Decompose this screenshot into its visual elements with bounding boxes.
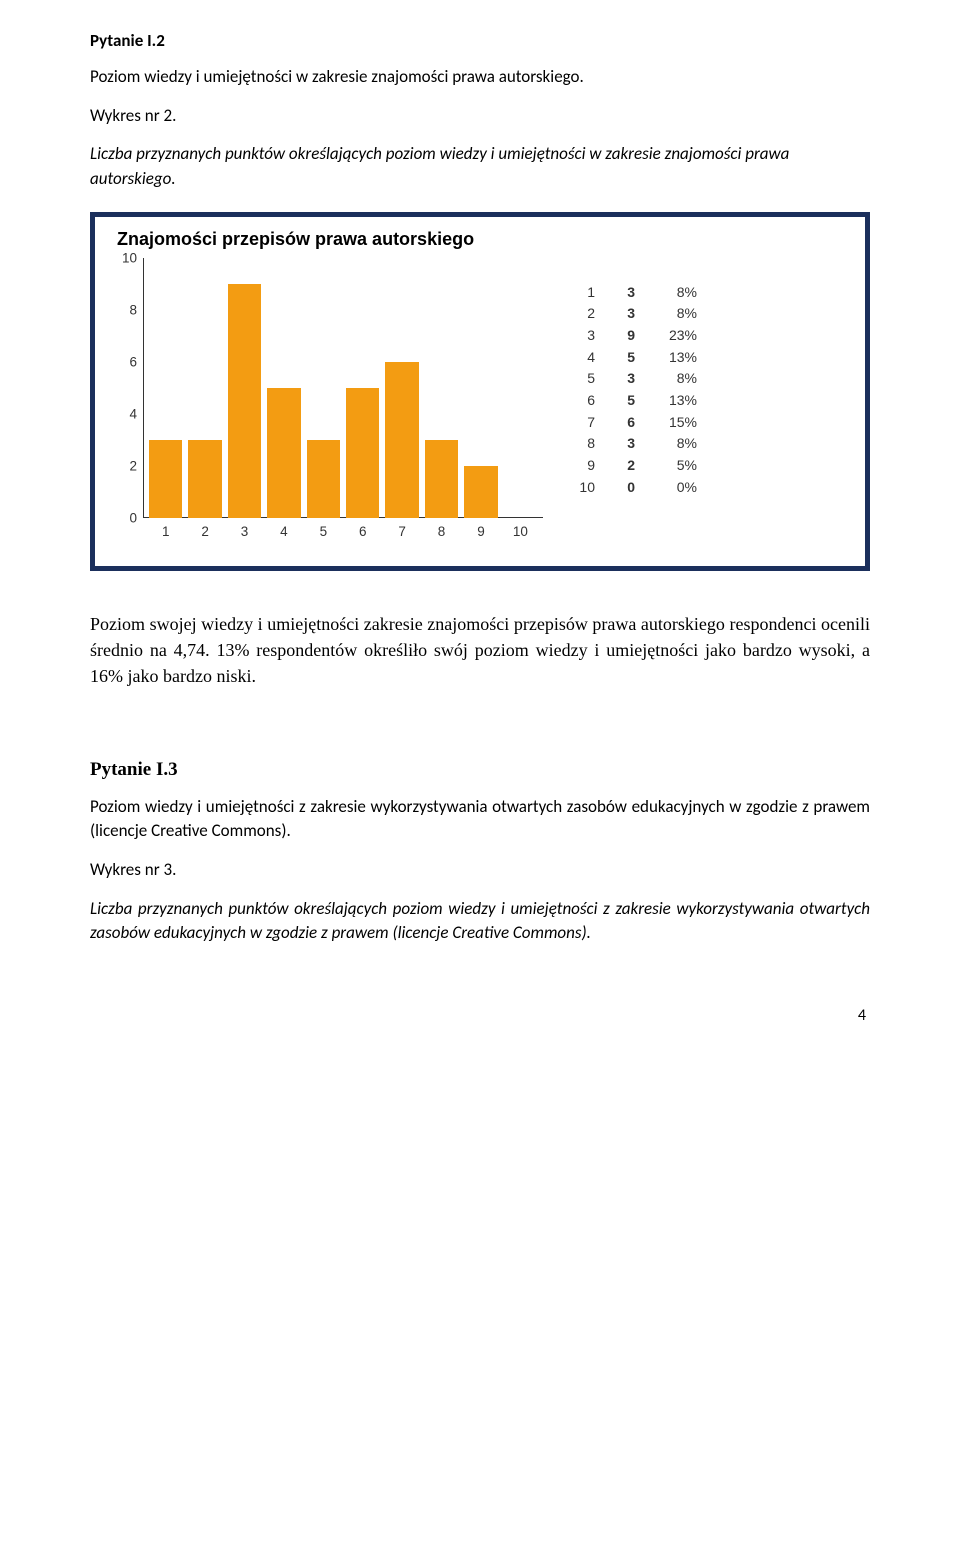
x-tick-label: 5 (307, 518, 340, 548)
bar (464, 466, 497, 518)
y-tick-label: 4 (129, 406, 137, 421)
y-tick-label: 2 (129, 458, 137, 473)
x-tick-label: 10 (504, 518, 537, 548)
bar-chart: 0246810 12345678910 (113, 258, 543, 548)
page-number: 4 (90, 1006, 870, 1025)
x-tick-label: 2 (188, 518, 221, 548)
y-tick-label: 8 (129, 302, 137, 317)
section-heading: Pytanie I.3 (90, 759, 870, 781)
bar (425, 440, 458, 518)
legend-row: 138% (573, 282, 697, 304)
x-tick-label: 7 (385, 518, 418, 548)
bar (149, 440, 182, 518)
y-tick-label: 10 (122, 250, 137, 265)
bar (307, 440, 340, 518)
y-tick-label: 0 (129, 510, 137, 525)
x-tick-label: 6 (346, 518, 379, 548)
legend-row: 7615% (573, 412, 697, 434)
section-text: Poziom wiedzy i umiejętności w zakresie … (90, 65, 870, 90)
bar (188, 440, 221, 518)
legend-row: 925% (573, 455, 697, 477)
legend-row: 238% (573, 303, 697, 325)
bar (228, 284, 261, 518)
bar (267, 388, 300, 518)
analysis-text: Poziom swojej wiedzy i umiejętności zakr… (90, 611, 870, 689)
x-tick-label: 8 (425, 518, 458, 548)
figure-number: Wykres nr 3. (90, 858, 870, 883)
bar (346, 388, 379, 518)
legend-row: 1000% (573, 477, 697, 499)
y-tick-label: 6 (129, 354, 137, 369)
bar (385, 362, 418, 518)
section-heading: Pytanie I.2 (90, 30, 870, 51)
x-tick-label: 9 (464, 518, 497, 548)
chart-container: Znajomości przepisów prawa autorskiego 0… (90, 212, 870, 571)
section-text: Poziom wiedzy i umiejętności z zakresie … (90, 795, 870, 844)
figure-caption: Liczba przyznanych punktów określających… (90, 897, 870, 946)
legend-row: 6513% (573, 390, 697, 412)
figure-number: Wykres nr 2. (90, 104, 870, 129)
x-tick-label: 3 (228, 518, 261, 548)
x-tick-label: 4 (267, 518, 300, 548)
legend-row: 3923% (573, 325, 697, 347)
legend-row: 4513% (573, 347, 697, 369)
chart-legend-table: 138%238%3923%4513%538%6513%7615%838%925%… (573, 282, 697, 499)
figure-caption: Liczba przyznanych punktów określających… (90, 142, 870, 191)
x-tick-label: 1 (149, 518, 182, 548)
legend-row: 538% (573, 368, 697, 390)
chart-title: Znajomości przepisów prawa autorskiego (117, 229, 847, 250)
legend-row: 838% (573, 433, 697, 455)
